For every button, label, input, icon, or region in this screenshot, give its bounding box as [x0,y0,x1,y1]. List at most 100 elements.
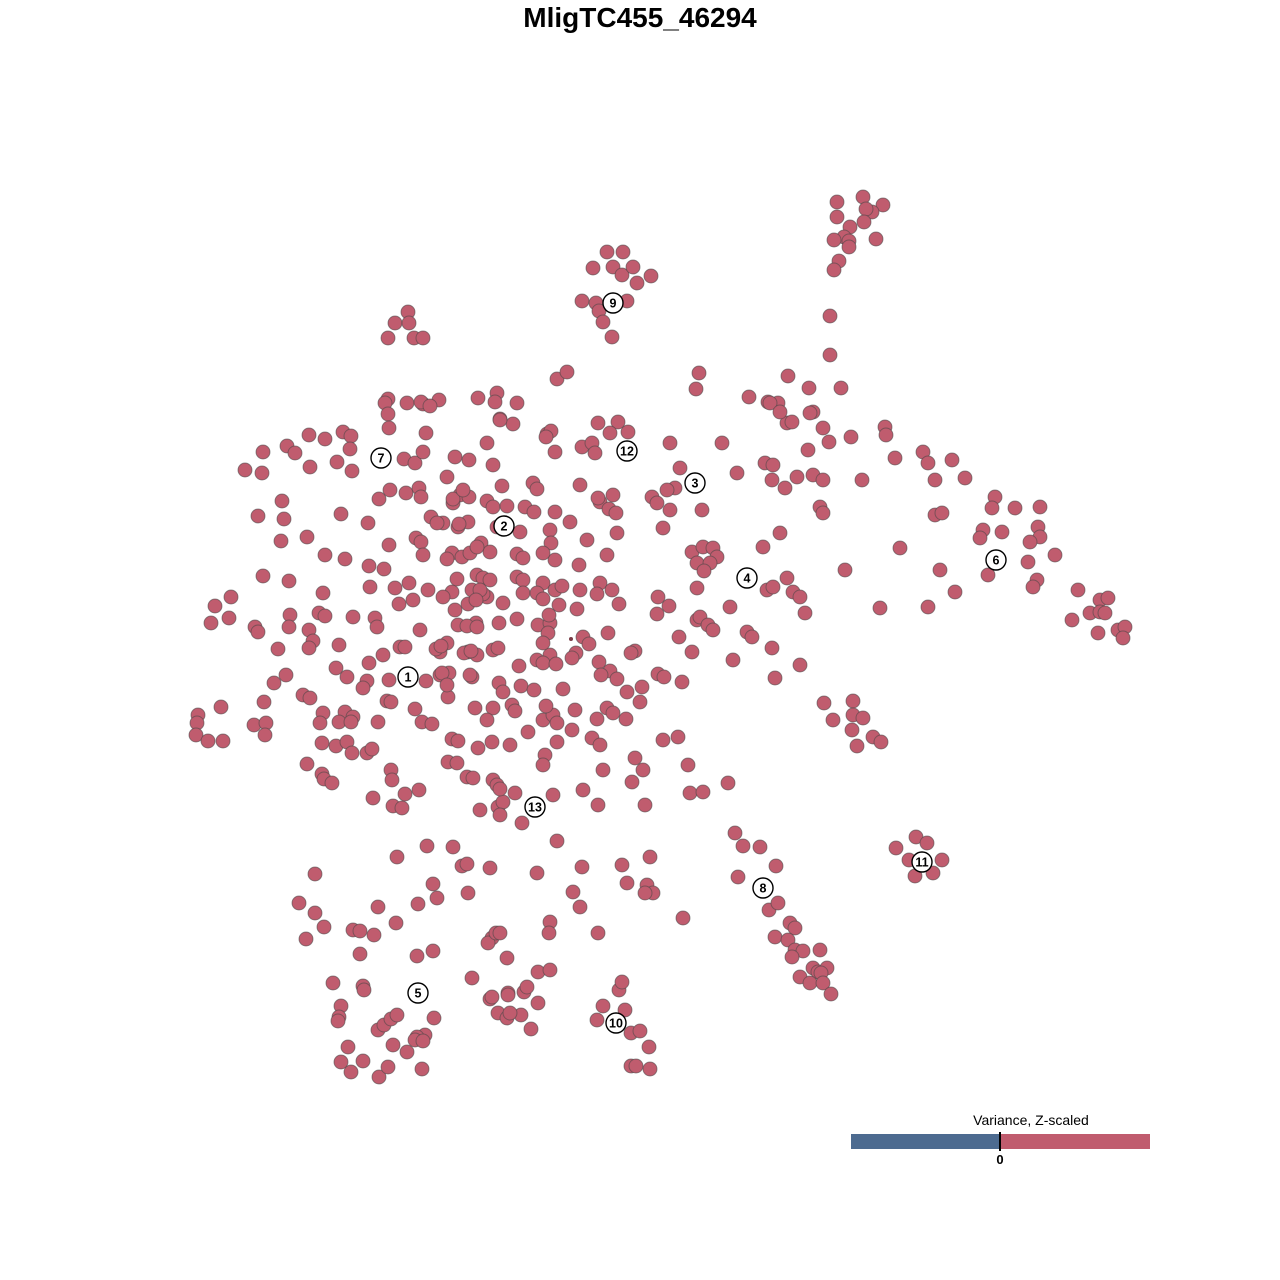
data-point [984,500,1000,516]
data-point [854,472,870,488]
data-point [547,552,563,568]
data-point [418,425,434,441]
data-point [843,429,859,445]
data-point [281,573,297,589]
data-point [507,785,523,801]
cluster-label-number: 3 [692,477,699,491]
data-point [1115,630,1131,646]
data-point [385,1037,401,1053]
data-point [784,949,800,965]
data-point [215,733,231,749]
data-point [735,838,751,854]
data-point [590,490,606,506]
data-point [529,865,545,881]
data-point [492,781,508,797]
data-point [352,946,368,962]
data-point [399,1044,415,1060]
data-point [399,395,415,411]
data-point [254,465,270,481]
cluster-label-number: 4 [744,572,751,586]
data-point [614,974,630,990]
data-point [274,493,290,509]
cluster-label-circle [524,796,546,818]
cluster-label-number: 9 [610,297,617,311]
cluster-label-number: 2 [501,520,508,534]
data-point [494,478,510,494]
data-point [362,579,378,595]
data-point [331,637,347,653]
data-point [802,405,818,421]
data-point [779,570,795,586]
data-point [549,715,565,731]
data-point [892,540,908,556]
data-point [301,640,317,656]
data-point [411,782,427,798]
data-point [382,482,398,498]
data-point [547,444,563,460]
data-point [812,942,828,958]
data-point [590,797,606,813]
cluster-label-number: 13 [528,801,542,815]
data-point [542,962,558,978]
data-point [465,770,481,786]
data-point [610,414,626,430]
data-point [409,948,425,964]
cluster-label: 8 [752,877,774,899]
data-point [401,315,417,331]
data-point [602,425,618,441]
data-point [366,927,382,943]
data-point [545,787,561,803]
data-point [729,465,745,481]
data-point [619,684,635,700]
data-point [329,454,345,470]
cluster-label: 10 [605,1012,627,1034]
data-point [696,563,712,579]
data-point [492,412,508,428]
data-point [662,435,678,451]
data-point [994,524,1010,540]
data-point [200,733,216,749]
data-point [934,852,950,868]
data-point [371,491,387,507]
data-point [765,457,781,473]
data-point [482,860,498,876]
data-point [460,885,476,901]
data-point [529,481,545,497]
data-point [445,839,461,855]
data-point [376,561,392,577]
data-point [888,840,904,856]
data-point [826,262,842,278]
data-point [572,582,588,598]
data-point [512,524,528,540]
data-point [627,750,643,766]
data-point [549,833,565,849]
data-point [387,315,403,331]
data-point [632,694,648,710]
data-point [752,839,768,855]
data-point [317,608,333,624]
data-point [605,705,621,721]
data-point [768,858,784,874]
data-point [381,537,397,553]
data-point [495,794,511,810]
data-point [433,638,449,654]
data-point [599,547,615,563]
data-point [523,1021,539,1037]
data-point [356,982,372,998]
data-point [407,701,423,717]
data-point [829,209,845,225]
data-point [515,550,531,566]
data-point [872,600,888,616]
data-point [684,644,700,660]
data-point [543,535,559,551]
data-point [302,690,318,706]
data-point [469,539,485,555]
data-point [340,1039,356,1055]
data-point [360,515,376,531]
data-point [574,293,590,309]
data-point [255,568,271,584]
data-point [1097,605,1113,621]
data-point [548,656,564,672]
data-point [398,485,414,501]
data-point [609,671,625,687]
